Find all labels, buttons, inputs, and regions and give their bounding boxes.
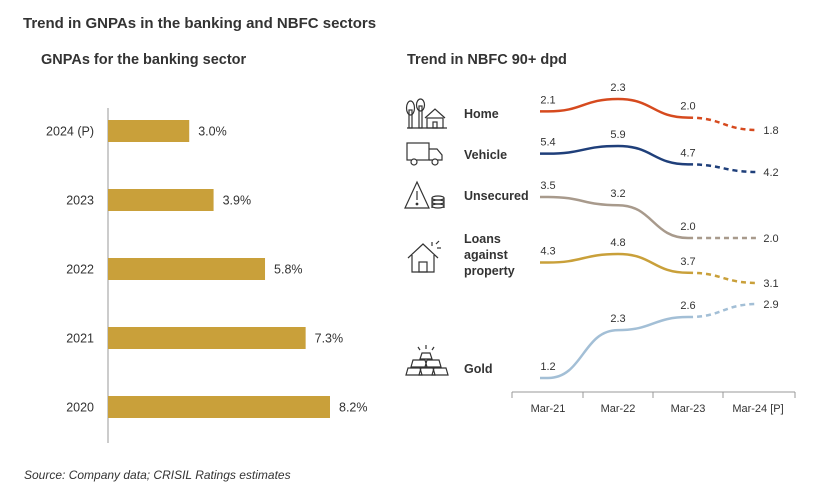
series-projection-3 [687,271,759,285]
series-label: Home [464,107,499,121]
x-tick-label: Mar-21 [531,403,566,415]
line-chart-title: Trend in NBFC 90+ dpd [407,52,567,68]
bar-category-label: 2022 [66,263,94,277]
series-line-1 [540,144,689,166]
truck-icon [406,142,443,166]
point-label: 2.9 [763,299,778,311]
house-trees-icon [405,98,447,129]
warning-coins-icon [404,180,445,209]
bar-category-label: 2024 (P) [46,125,94,139]
point-label: 4.3 [540,246,555,258]
bar-category-label: 2023 [66,194,94,208]
x-tick-label: Mar-22 [601,403,636,415]
series-label: Unsecured [464,189,529,203]
x-tick-label: Mar-24 [P] [732,403,783,415]
series-line-4 [540,315,689,380]
point-label: 4.2 [763,167,778,179]
bar-1 [108,189,214,211]
bar-value-label: 3.0% [198,125,227,139]
bar-category-label: 2021 [66,332,94,346]
point-label: 1.8 [763,125,778,137]
series-projection-4 [687,302,759,319]
main-title: Trend in GNPAs in the banking and NBFC s… [23,15,377,32]
series-projection-0 [687,116,759,132]
point-label: 2.1 [540,94,555,106]
series-line-3 [540,252,689,275]
point-label: 5.9 [610,129,625,141]
point-label: 2.0 [680,221,695,233]
bar-category-label: 2020 [66,401,94,415]
point-label: 3.2 [610,188,625,200]
x-tick-label: Mar-23 [671,403,706,415]
bar-3 [108,327,306,349]
bar-value-label: 7.3% [315,332,344,346]
bar-chart-title: GNPAs for the banking sector [41,52,247,68]
point-label: 2.3 [610,82,625,94]
point-label: 5.4 [540,137,555,149]
series-line-0 [540,97,689,119]
series-label: property [464,264,515,278]
point-label: 3.5 [540,180,555,192]
point-label: 4.7 [680,147,695,159]
point-label: 2.0 [680,101,695,113]
series-label: Gold [464,362,492,376]
point-label: 2.3 [610,313,625,325]
series-label: Vehicle [464,148,507,162]
point-label: 4.8 [610,237,625,249]
bar-4 [108,396,330,418]
series-line-2 [540,195,689,240]
point-label: 1.2 [540,361,555,373]
point-label: 3.7 [680,256,695,268]
point-label: 2.6 [680,300,695,312]
gold-bars-icon [405,345,449,376]
bar-value-label: 5.8% [274,263,303,277]
point-label: 3.1 [763,278,778,290]
bar-value-label: 3.9% [223,194,252,208]
house-sun-icon [407,240,441,273]
series-label: Loans [464,232,501,246]
series-projection-1 [687,163,759,174]
bar-0 [108,120,190,142]
source-note: Source: Company data; CRISIL Ratings est… [24,468,291,482]
bar-value-label: 8.2% [339,401,368,415]
point-label: 2.0 [763,233,778,245]
series-label: against [464,248,509,262]
bar-2 [108,258,266,280]
